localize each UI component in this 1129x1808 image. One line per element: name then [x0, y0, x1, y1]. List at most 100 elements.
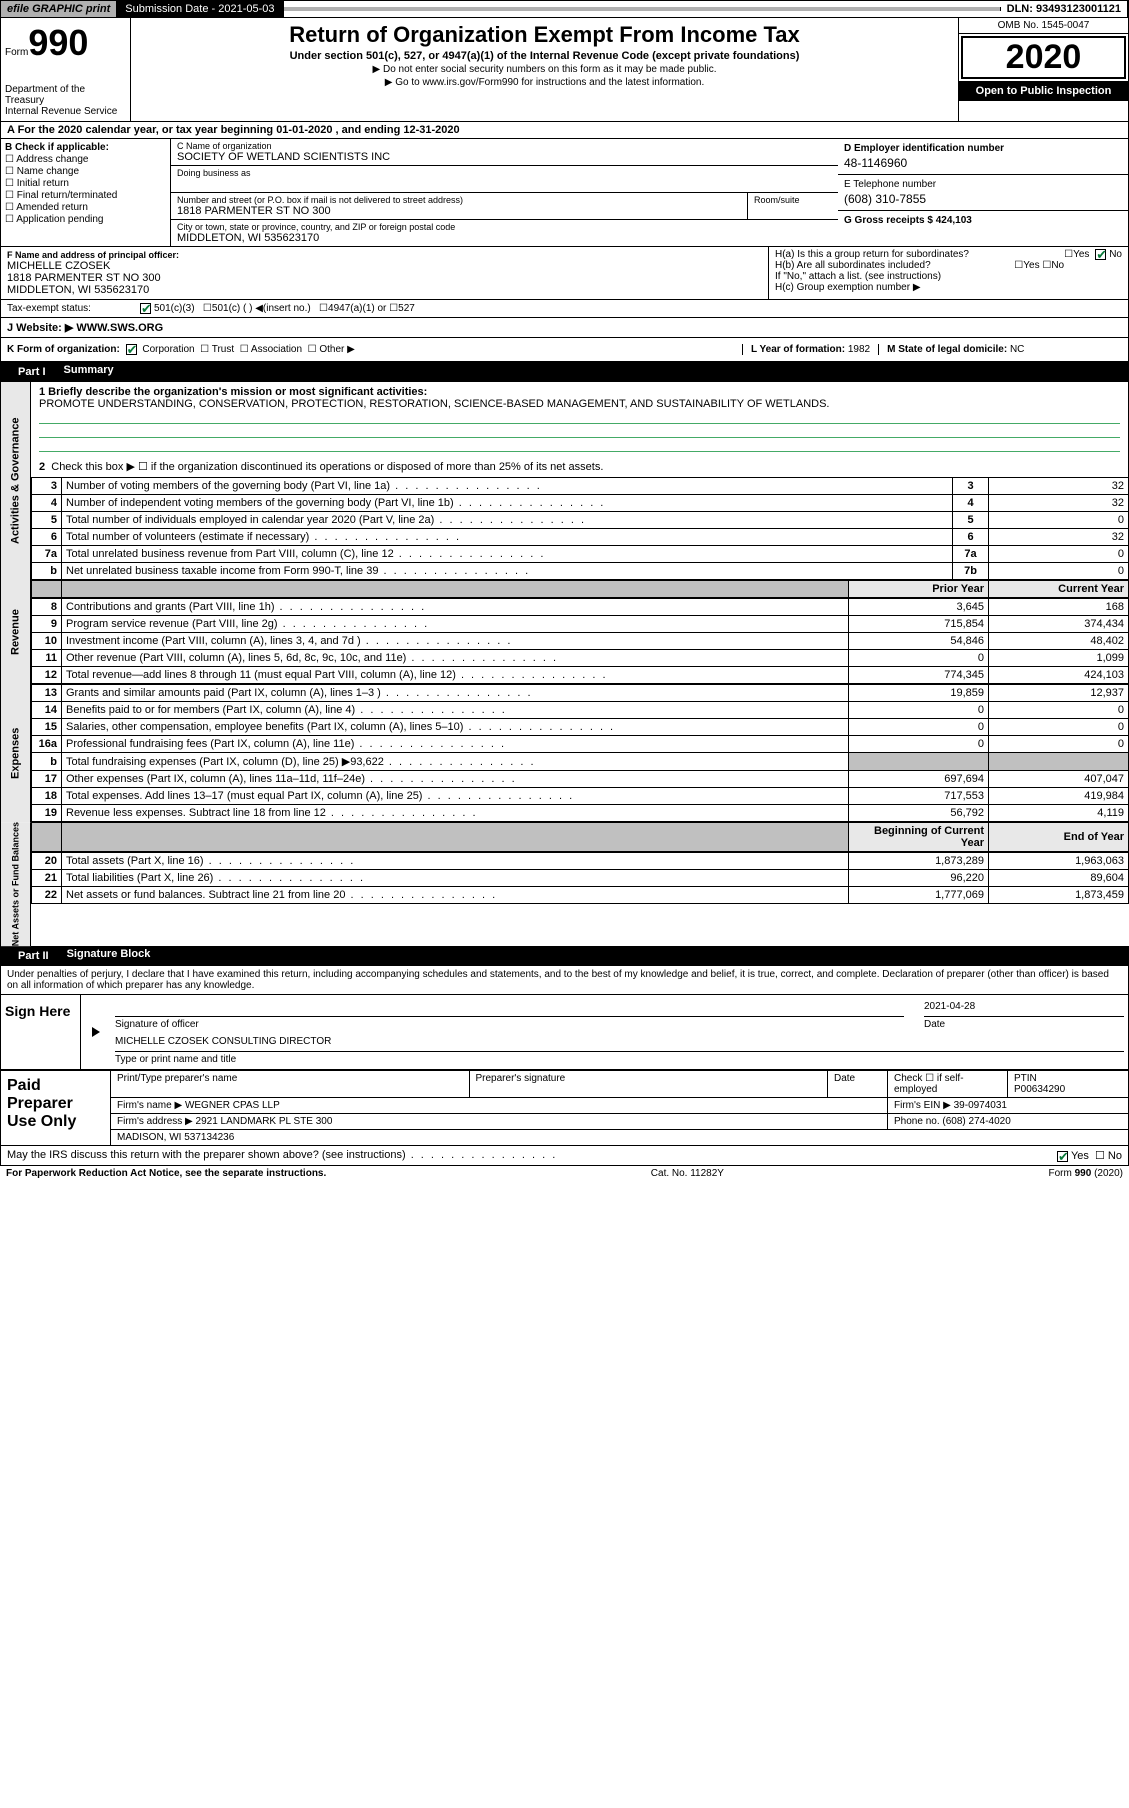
form-org-row: K Form of organization: Corporation ☐ Tr…: [0, 338, 1129, 362]
tax-status-row: Tax-exempt status: 501(c)(3) ☐ 501(c) ( …: [0, 300, 1129, 318]
arrow-icon: [92, 1027, 100, 1037]
website-value[interactable]: WWW.SWS.ORG: [76, 322, 163, 334]
firm-addr-label: Firm's address ▶: [117, 1116, 193, 1127]
officer-label: F Name and address of principal officer:: [7, 250, 762, 260]
expenses-table: 13Grants and similar amounts paid (Part …: [31, 684, 1129, 822]
part1-title: Summary: [64, 364, 114, 380]
prep-sig-hdr: Preparer's signature: [470, 1071, 829, 1097]
part1-header: Part I Summary: [0, 362, 1129, 382]
m-label: M State of legal domicile:: [887, 344, 1010, 355]
firm-ein: 39-0974031: [954, 1100, 1007, 1111]
chk-application-pending[interactable]: ☐ Application pending: [5, 214, 166, 225]
phone-label: E Telephone number: [844, 179, 1122, 190]
omb-number: OMB No. 1545-0047: [959, 18, 1128, 34]
line2-text: 2 Check this box ▶ ☐ if the organization…: [39, 460, 1120, 473]
page-footer: For Paperwork Reduction Act Notice, see …: [0, 1166, 1129, 1181]
subtitle: Under section 501(c), 527, or 4947(a)(1)…: [135, 50, 954, 62]
right-column: D Employer identification number 48-1146…: [838, 139, 1128, 246]
penalties-text: Under penalties of perjury, I declare th…: [0, 966, 1129, 995]
hb-label: H(b) Are all subordinates included?: [775, 260, 931, 271]
tax-period: A For the 2020 calendar year, or tax yea…: [0, 122, 1129, 139]
discuss-text: May the IRS discuss this return with the…: [7, 1149, 1054, 1162]
ha-label: H(a) Is this a group return for subordin…: [775, 249, 969, 260]
sign-date: 2021-04-28: [924, 1001, 1124, 1017]
efile-print-button[interactable]: efile GRAPHIC print: [1, 1, 117, 17]
officer-addr1: 1818 PARMENTER ST NO 300: [7, 272, 762, 284]
hb-note: If "No," attach a list. (see instruction…: [775, 271, 1122, 282]
preparer-block: Paid Preparer Use Only Print/Type prepar…: [0, 1071, 1129, 1146]
netassets-table: 20Total assets (Part X, line 16)1,873,28…: [31, 852, 1129, 904]
city-label: City or town, state or province, country…: [177, 222, 832, 232]
chk-corporation: [126, 344, 137, 355]
mission-blank-2: [39, 424, 1120, 438]
website-label: J Website: ▶: [7, 322, 73, 334]
box-b-label: B Check if applicable:: [5, 142, 166, 153]
revenue-header: Prior YearCurrent Year: [31, 580, 1129, 598]
goto-link[interactable]: ▶ Go to www.irs.gov/Form990 for instruct…: [135, 77, 954, 88]
discuss-yes: [1057, 1151, 1068, 1162]
main-title: Return of Organization Exempt From Incom…: [135, 22, 954, 48]
tax-status-label: Tax-exempt status:: [7, 303, 137, 314]
firm-phone-label: Phone no.: [894, 1116, 940, 1127]
section-b-to-g: B Check if applicable: ☐ Address change …: [0, 139, 1129, 246]
form-990-number: 990: [28, 22, 88, 63]
public-inspection: Open to Public Inspection: [959, 81, 1128, 101]
governance-table: 3Number of voting members of the governi…: [31, 477, 1129, 580]
form-prefix: Form: [5, 47, 28, 58]
ptin-value: P00634290: [1014, 1084, 1065, 1095]
footer-left: For Paperwork Reduction Act Notice, see …: [6, 1168, 326, 1179]
firm-name: WEGNER CPAS LLP: [185, 1100, 280, 1111]
box-b: B Check if applicable: ☐ Address change …: [1, 139, 171, 246]
l-label: L Year of formation:: [751, 344, 848, 355]
prep-date-hdr: Date: [828, 1071, 888, 1097]
chk-name-change[interactable]: ☐ Name change: [5, 166, 166, 177]
mission-blank-3: [39, 438, 1120, 452]
ein-value: 48-1146960: [844, 156, 1122, 170]
title-cell: Return of Organization Exempt From Incom…: [131, 18, 958, 121]
chk-amended[interactable]: ☐ Amended return: [5, 202, 166, 213]
dba-label: Doing business as: [177, 168, 832, 178]
org-name-label: C Name of organization: [177, 141, 832, 151]
firm-name-label: Firm's name ▶: [117, 1100, 182, 1111]
sig-officer-label: Signature of officer: [115, 1019, 904, 1030]
firm-addr2: MADISON, WI 537134236: [111, 1130, 1128, 1145]
chk-final-return[interactable]: ☐ Final return/terminated: [5, 190, 166, 201]
year-cell: OMB No. 1545-0047 2020 Open to Public In…: [958, 18, 1128, 121]
ptin-label: PTIN: [1014, 1073, 1037, 1084]
chk-address-change[interactable]: ☐ Address change: [5, 154, 166, 165]
city-state-zip: MIDDLETON, WI 535623170: [177, 232, 832, 244]
org-name: SOCIETY OF WETLAND SCIENTISTS INC: [177, 151, 832, 163]
part2-header: Part II Signature Block: [0, 946, 1129, 966]
box-c: C Name of organization SOCIETY OF WETLAN…: [171, 139, 838, 246]
discuss-row: May the IRS discuss this return with the…: [0, 1146, 1129, 1166]
spacer: [284, 7, 1001, 11]
end-year-hdr: End of Year: [989, 823, 1129, 852]
expenses-section: Expenses 13Grants and similar amounts pa…: [0, 684, 1129, 822]
sign-date-label: Date: [924, 1019, 1124, 1030]
top-bar: efile GRAPHIC print Submission Date - 20…: [0, 0, 1129, 18]
firm-addr1: 2921 LANDMARK PL STE 300: [196, 1116, 333, 1127]
dept-treasury: Department of the TreasuryInternal Reven…: [5, 84, 126, 117]
addr-label: Number and street (or P.O. box if mail i…: [177, 195, 741, 205]
prep-name-hdr: Print/Type preparer's name: [111, 1071, 470, 1097]
part1-label: Part I: [8, 364, 56, 380]
part2-title: Signature Block: [67, 948, 151, 964]
chk-initial-return[interactable]: ☐ Initial return: [5, 178, 166, 189]
mission-blank-1: [39, 410, 1120, 424]
website-row: J Website: ▶ WWW.SWS.ORG: [0, 318, 1129, 338]
submission-date: Submission Date - 2021-05-03: [117, 1, 283, 17]
sign-block: Sign Here Signature of officer 2021-04-2…: [0, 995, 1129, 1071]
prep-self-emp[interactable]: Check ☐ if self-employed: [888, 1071, 1008, 1097]
side-governance: Activities & Governance: [1, 382, 31, 580]
officer-signature[interactable]: [115, 1001, 904, 1017]
paid-preparer-label: Paid Preparer Use Only: [1, 1071, 111, 1145]
side-revenue: Revenue: [1, 580, 31, 684]
side-netassets: Net Assets or Fund Balances: [1, 822, 31, 946]
side-expenses: Expenses: [1, 684, 31, 822]
revenue-table: 8Contributions and grants (Part VIII, li…: [31, 598, 1129, 684]
room-label: Room/suite: [754, 195, 832, 205]
k-label: K Form of organization:: [7, 344, 120, 355]
form-header: Form990 Department of the TreasuryIntern…: [0, 18, 1129, 122]
net-header: Beginning of Current YearEnd of Year: [31, 822, 1129, 852]
state-domicile: NC: [1010, 344, 1024, 355]
